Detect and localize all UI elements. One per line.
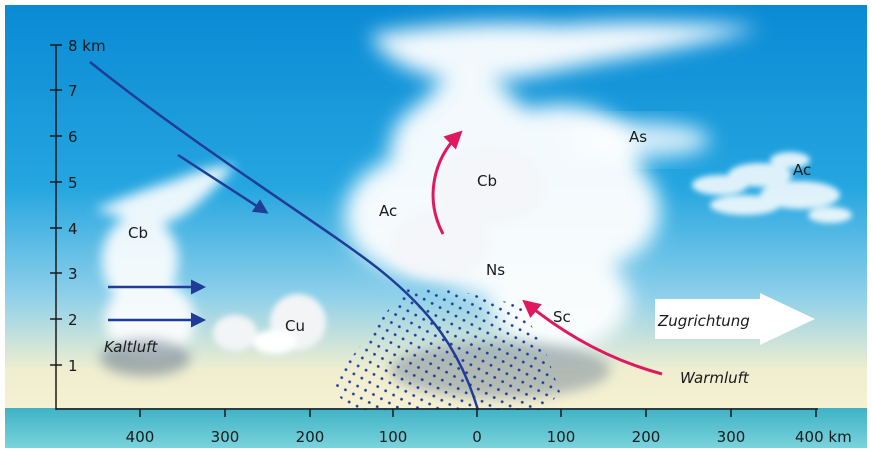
ns-label: Ns	[486, 261, 505, 279]
sc-label: Sc	[553, 308, 571, 326]
y-tick-label: 6	[68, 128, 78, 146]
cold-air-arrow-upper	[177, 153, 269, 214]
warm-air-arrow	[522, 299, 663, 376]
cumulus-clouds	[213, 294, 326, 354]
x-tick-label: 300	[211, 428, 240, 446]
cumulonimbus-cloud-left	[95, 165, 235, 376]
warmluft-label: Warmluft	[680, 369, 750, 387]
y-tick-label: 1	[68, 357, 78, 375]
ac-left-label: Ac	[379, 202, 397, 220]
x-tick-label: 300	[717, 428, 746, 446]
x-tick-label: 400	[126, 428, 155, 446]
cb-main-label: Cb	[477, 172, 497, 190]
as-label: As	[629, 128, 647, 146]
cold-front-line	[89, 61, 480, 411]
y-tick-label: 7	[68, 82, 78, 100]
x-tick-label: 200	[296, 428, 325, 446]
x-tick-label: 100	[379, 428, 408, 446]
y-axis-unit-label: 8 km	[68, 37, 106, 55]
y-tick-label: 3	[68, 265, 78, 283]
cu-label: Cu	[285, 317, 305, 335]
altocumulus-cloud-right	[692, 152, 852, 223]
y-axis	[50, 44, 62, 410]
rising-air-arrow	[431, 130, 463, 235]
cb-left-label: Cb	[128, 224, 148, 242]
x-tick-label: 0	[472, 428, 482, 446]
ac-right-label: Ac	[793, 161, 811, 179]
ground-strip	[5, 408, 867, 448]
movement-direction-arrow	[655, 293, 815, 345]
kaltluft-label: Kaltluft	[104, 338, 158, 356]
y-tick-label: 2	[68, 311, 78, 329]
y-tick-label: 4	[68, 220, 78, 238]
x-tick-label: 200	[632, 428, 661, 446]
cumulonimbus-cloud	[345, 22, 760, 398]
zugrichtung-label: Zugrichtung	[657, 312, 750, 330]
y-tick-label: 5	[68, 174, 78, 192]
x-tick-label: 100	[547, 428, 576, 446]
x-axis	[56, 408, 818, 417]
x-tick-label-last: 400 km	[795, 428, 852, 446]
